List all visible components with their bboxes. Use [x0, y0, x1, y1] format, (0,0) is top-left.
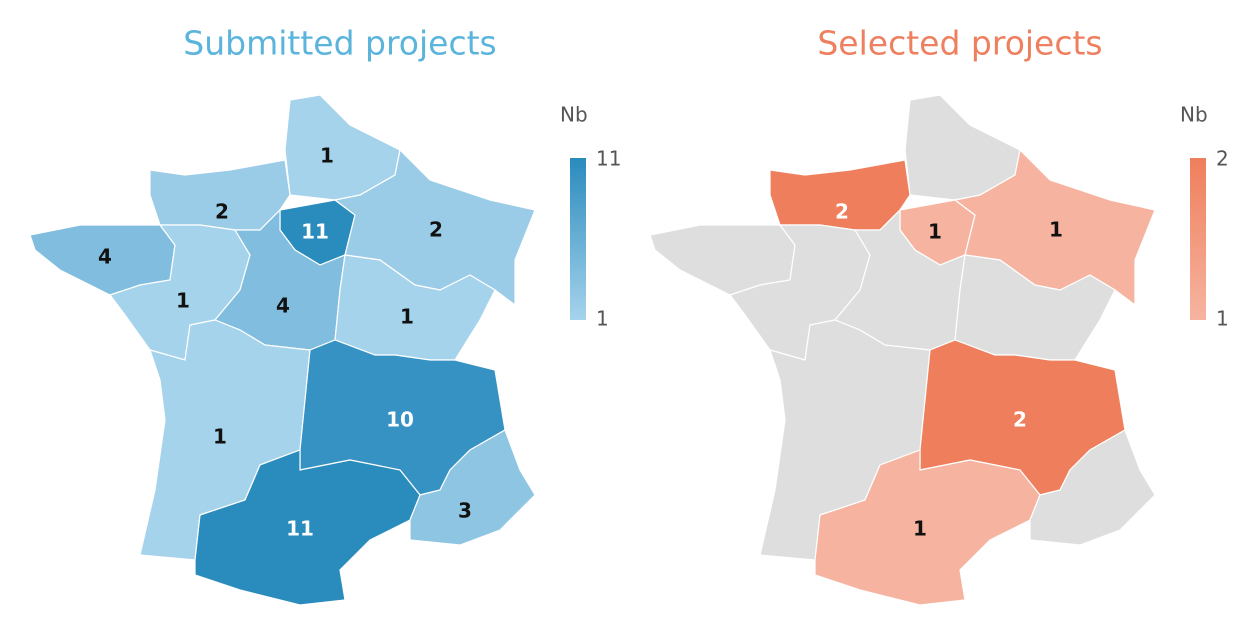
- region-value: 1: [913, 517, 927, 541]
- region-value: 11: [286, 517, 314, 541]
- region-value: 1: [1049, 218, 1063, 242]
- region-value: 2: [835, 200, 849, 224]
- region-value: 2: [429, 218, 443, 242]
- region-value: 10: [386, 408, 414, 432]
- region-value: 1: [320, 144, 334, 168]
- map: Selected projects 2 1 1 2 1 Nb 2 1: [649, 24, 1229, 606]
- region: [409, 429, 536, 546]
- region-value: 4: [98, 245, 112, 269]
- region-value: 2: [215, 200, 229, 224]
- legend-bar: [570, 158, 586, 320]
- legend-bar: [1190, 158, 1206, 320]
- region-value: 1: [928, 220, 942, 244]
- region-value: 11: [301, 220, 329, 244]
- region-value: 4: [276, 294, 290, 318]
- legend-title: Nb: [560, 103, 588, 127]
- legend-min: 1: [596, 307, 609, 331]
- region: [1029, 429, 1156, 546]
- region-value: 1: [400, 305, 414, 329]
- legend-title: Nb: [1180, 103, 1208, 127]
- region-value: 3: [458, 499, 472, 523]
- legend-min: 1: [1216, 307, 1229, 331]
- map-title: Submitted projects: [183, 24, 496, 63]
- region-value: 2: [1013, 408, 1027, 432]
- map-title: Selected projects: [817, 24, 1102, 63]
- legend-max: 2: [1216, 147, 1229, 171]
- legend-max: 11: [596, 147, 621, 171]
- region-value: 1: [176, 289, 190, 313]
- region-value: 1: [213, 425, 227, 449]
